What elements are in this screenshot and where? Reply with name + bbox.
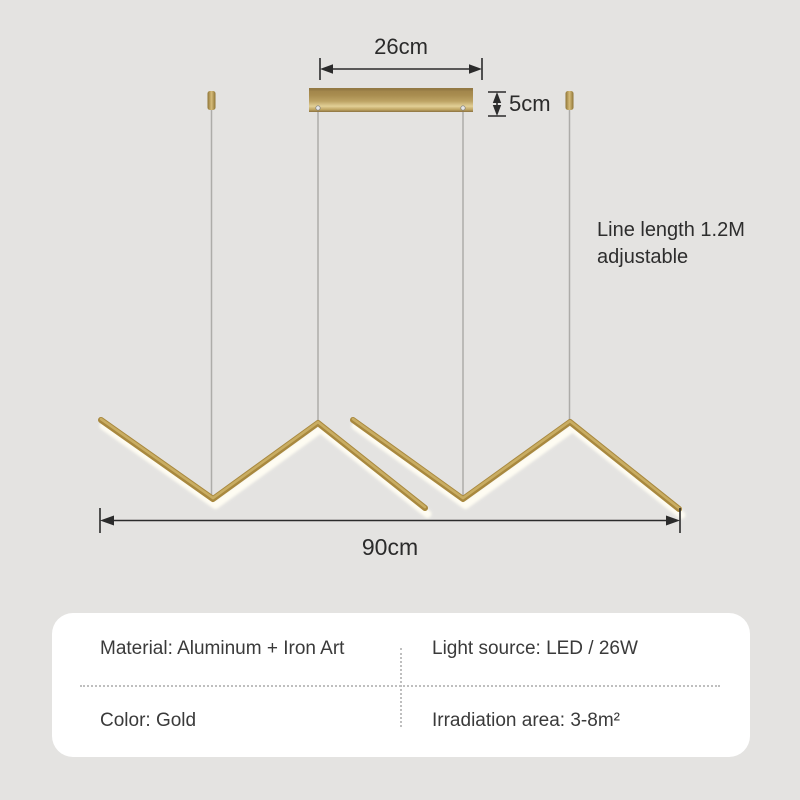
arrow-left-icon: [100, 515, 114, 526]
arrow-right-icon: [666, 515, 680, 526]
spec-color: Color: Gold: [100, 710, 197, 731]
arrow-down-icon: [492, 105, 502, 116]
plate-screw: [460, 105, 466, 111]
dimension-5cm: [488, 91, 506, 117]
led-glow: [351, 422, 686, 519]
plate-screw: [315, 105, 321, 111]
arrow-up-icon: [492, 92, 502, 103]
arrow-left-icon: [320, 64, 333, 74]
cord-length-note: Line length 1.2M adjustable: [597, 219, 745, 268]
spec-irradiation-area: Irradiation area: 3-8m²: [432, 710, 620, 731]
plate-width-label: 26cm: [374, 34, 428, 59]
cord-adjuster: [565, 91, 574, 110]
plate-height-label: 5cm: [509, 91, 551, 116]
spec-light-source: Light source: LED / 26W: [432, 638, 638, 659]
arrow-right-icon: [469, 64, 482, 74]
cord-adjusters: [207, 91, 574, 110]
led-tube-right: [350, 417, 686, 519]
spec-material: Material: Aluminum + Iron Art: [100, 638, 345, 659]
vertical-dotted-divider: [400, 648, 402, 727]
dimension-90cm: [99, 508, 681, 533]
spec-card: Material: Aluminum + Iron Art Light sour…: [52, 613, 750, 757]
led-tube-left: [98, 417, 432, 518]
dimension-26cm: [319, 58, 483, 80]
led-glow: [99, 422, 432, 518]
ceiling-plate: [309, 88, 473, 112]
suspension-wires: [210, 109, 571, 497]
gold-tube-highlight: [351, 417, 681, 510]
cord-adjuster: [207, 91, 216, 110]
gold-tube-highlight: [99, 417, 427, 509]
fixture-width-label: 90cm: [361, 534, 419, 560]
